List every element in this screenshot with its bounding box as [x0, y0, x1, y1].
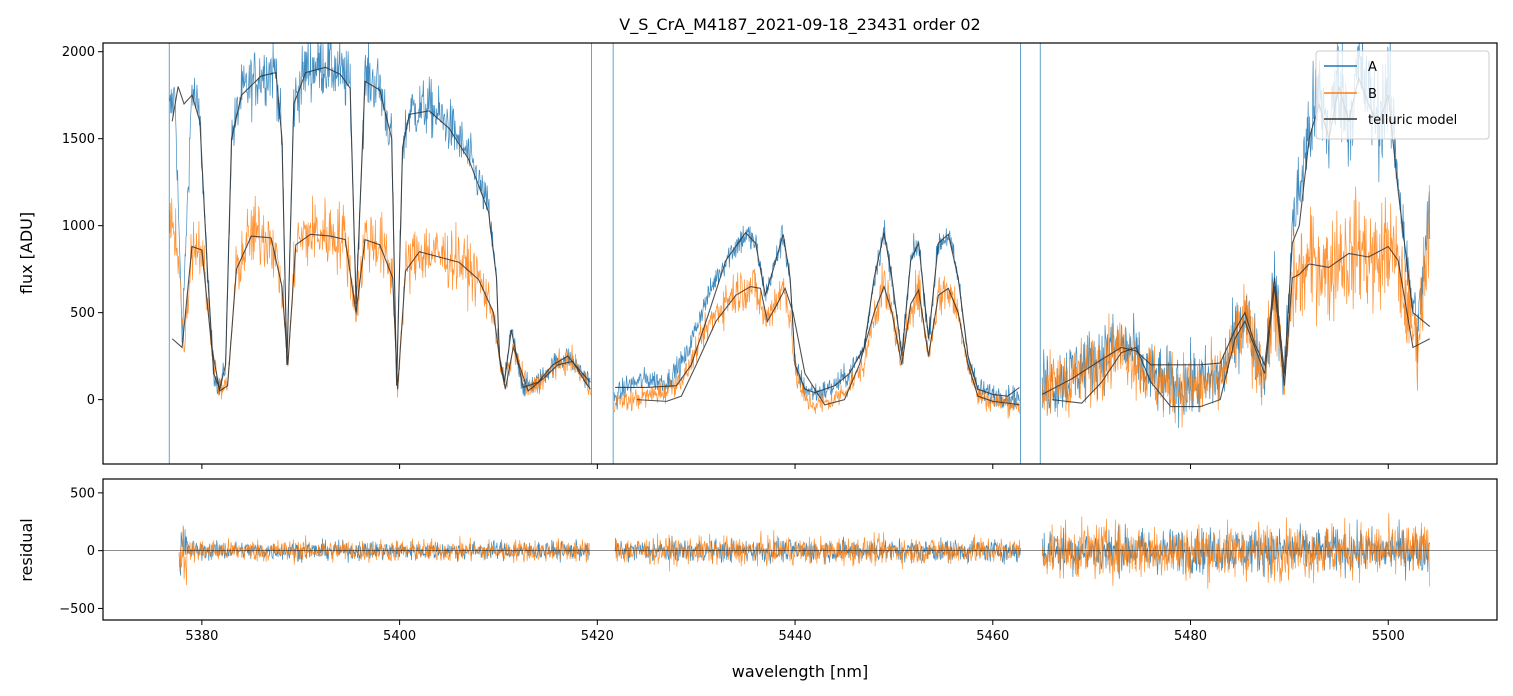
residual-b-segment-1 — [614, 530, 1021, 572]
residual-x-ticks: 5380 5400 5420 5440 5460 5480 5500 — [185, 620, 1405, 644]
flux-panel: 0 500 1000 1500 2000 flux [ADU] A B telluric… — [17, 42, 1498, 469]
y-tick-label: 500 — [70, 486, 95, 501]
telluric-model-segment-1 — [171, 233, 591, 392]
y-tick-label: 500 — [70, 306, 95, 321]
chart-title: V_S_CrA_M4187_2021-09-18_23431 order 02 — [619, 15, 980, 35]
residual-y-ticks: −500 0 500 — [59, 486, 103, 617]
y-tick-label: 2000 — [62, 45, 95, 60]
series-b-segment-2 — [1041, 185, 1431, 428]
x-tick-label: 5420 — [581, 629, 614, 644]
residual-axes-frame — [102, 478, 1498, 621]
flux-y-axis-label: flux [ADU] — [17, 212, 36, 294]
telluric-model-segment-5 — [1052, 245, 1431, 408]
series-b-segment-0 — [168, 195, 591, 400]
legend-label-telluric: telluric model — [1368, 113, 1457, 128]
telluric-model-segment-3 — [636, 284, 1020, 406]
x-axis-label: wavelength [nm] — [732, 662, 869, 681]
telluric-model-segment-0 — [171, 66, 591, 392]
legend-box — [1315, 50, 1490, 140]
y-tick-label: 1000 — [62, 219, 95, 234]
legend: A B telluric model — [1315, 50, 1490, 140]
y-tick-label: 0 — [87, 544, 95, 559]
residual-b-segment-2 — [1041, 513, 1431, 589]
residual-panel: −500 0 500 5380 5400 5420 5440 5460 5480 5500 re… — [17, 478, 1498, 681]
y-tick-label: 0 — [87, 393, 95, 408]
x-tick-label: 5460 — [976, 629, 1009, 644]
flux-series-group — [168, 43, 1431, 464]
y-tick-label: −500 — [59, 602, 95, 617]
x-tick-label: 5480 — [1174, 629, 1207, 644]
residual-y-axis-label: residual — [17, 518, 36, 581]
residual-b-segment-0 — [178, 525, 590, 586]
telluric-model-segment-2 — [615, 231, 1020, 397]
legend-label-a: A — [1368, 60, 1377, 75]
x-tick-label: 5500 — [1372, 629, 1405, 644]
residual-series-group — [178, 513, 1431, 589]
series-a-segment-0 — [168, 43, 591, 397]
flux-x-ticks — [201, 464, 1389, 469]
x-tick-label: 5440 — [779, 629, 812, 644]
x-tick-label: 5380 — [185, 629, 218, 644]
flux-y-ticks: 0 500 1000 1500 2000 — [62, 45, 103, 408]
x-tick-label: 5400 — [383, 629, 416, 644]
legend-label-b: B — [1368, 87, 1377, 102]
flux-axes-frame — [102, 42, 1498, 465]
y-tick-label: 1500 — [62, 132, 95, 147]
